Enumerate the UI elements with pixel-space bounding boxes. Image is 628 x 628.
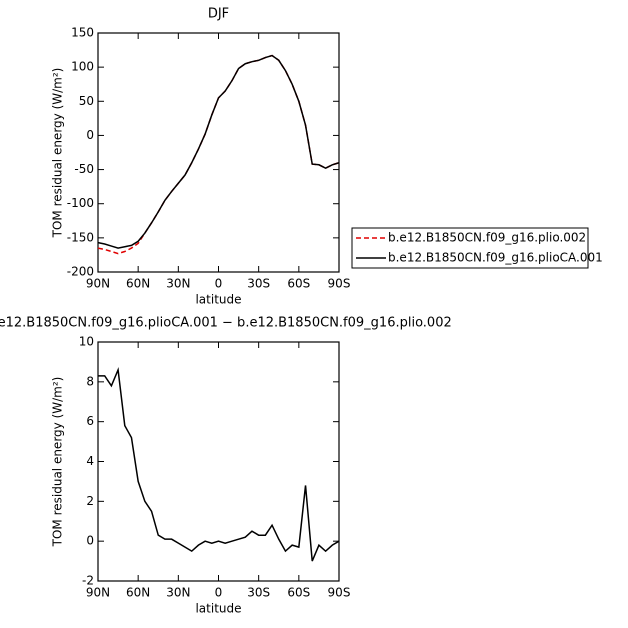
y-tick-label: 50 bbox=[79, 94, 94, 108]
y-tick-label: 150 bbox=[71, 26, 94, 40]
y-axis-label: TOM residual energy (W/m²) bbox=[51, 377, 65, 548]
x-tick-label: 30S bbox=[247, 277, 270, 291]
y-tick-label: 2 bbox=[86, 494, 94, 508]
y-tick-label: -50 bbox=[74, 162, 94, 176]
x-tick-label: 0 bbox=[215, 586, 223, 600]
chart-title: DJF bbox=[208, 7, 229, 22]
x-axis-label: latitude bbox=[195, 293, 241, 307]
x-tick-label: 0 bbox=[215, 277, 223, 291]
x-tick-label: 30N bbox=[166, 277, 190, 291]
x-tick-label: 60S bbox=[287, 586, 310, 600]
x-axis-label: latitude bbox=[195, 602, 241, 616]
y-tick-label: -2 bbox=[82, 574, 94, 588]
x-tick-label: 30S bbox=[247, 586, 270, 600]
y-tick-label: 0 bbox=[86, 534, 94, 548]
legend-box bbox=[351, 227, 589, 269]
legend-label: b.e12.B1850CN.f09_g16.plio.002 bbox=[388, 231, 586, 245]
y-tick-label: 6 bbox=[86, 414, 94, 428]
data-line bbox=[97, 54, 340, 249]
y-tick-label: 100 bbox=[71, 60, 94, 74]
data-line bbox=[98, 366, 340, 562]
x-tick-label: 90N bbox=[86, 277, 110, 291]
data-line bbox=[97, 54, 340, 255]
y-tick-label: 10 bbox=[79, 335, 94, 349]
plot-frame bbox=[97, 341, 340, 582]
x-tick-label: 60N bbox=[126, 277, 150, 291]
plot-frame bbox=[97, 32, 340, 273]
x-tick-label: 60N bbox=[126, 586, 150, 600]
y-tick-label: -100 bbox=[67, 196, 94, 210]
y-tick-label: 0 bbox=[86, 128, 94, 142]
y-tick-label: 8 bbox=[86, 374, 94, 388]
x-tick-label: 90S bbox=[328, 277, 351, 291]
y-tick-label: -200 bbox=[67, 265, 94, 279]
x-tick-label: 90N bbox=[86, 586, 110, 600]
x-tick-label: 60S bbox=[287, 277, 310, 291]
x-tick-label: 30N bbox=[166, 586, 190, 600]
y-tick-label: 4 bbox=[86, 454, 94, 468]
y-tick-label: -150 bbox=[67, 230, 94, 244]
legend-label: b.e12.B1850CN.f09_g16.plioCA.001 bbox=[388, 251, 603, 265]
x-tick-label: 90S bbox=[328, 586, 351, 600]
y-axis-label: TOM residual energy (W/m²) bbox=[51, 68, 65, 239]
chart-title: b.e12.B1850CN.f09_g16.plioCA.001 − b.e12… bbox=[0, 316, 452, 331]
